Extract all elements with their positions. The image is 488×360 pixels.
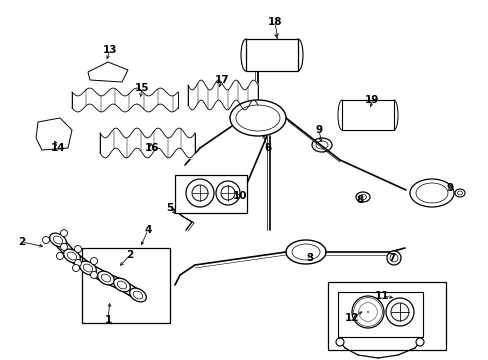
Ellipse shape [113, 278, 130, 292]
Ellipse shape [454, 189, 464, 197]
Circle shape [351, 296, 383, 328]
Ellipse shape [415, 183, 447, 203]
Circle shape [415, 338, 423, 346]
Ellipse shape [133, 291, 142, 299]
Ellipse shape [315, 141, 327, 149]
Circle shape [216, 181, 240, 205]
Circle shape [358, 303, 376, 321]
Text: 18: 18 [267, 17, 282, 27]
Text: 7: 7 [387, 253, 395, 263]
Ellipse shape [236, 105, 280, 131]
Text: 6: 6 [264, 143, 271, 153]
Ellipse shape [80, 261, 96, 275]
Polygon shape [36, 118, 72, 150]
Text: 8: 8 [356, 195, 363, 205]
Text: 9: 9 [315, 125, 322, 135]
Text: 15: 15 [135, 83, 149, 93]
Text: 9: 9 [446, 183, 453, 193]
Text: 13: 13 [102, 45, 117, 55]
Circle shape [353, 298, 382, 326]
Bar [245, 39, 297, 71]
Ellipse shape [53, 236, 62, 244]
Ellipse shape [291, 244, 319, 260]
Circle shape [353, 298, 382, 326]
Circle shape [42, 237, 49, 243]
Bar [175, 175, 246, 213]
Ellipse shape [409, 179, 453, 207]
Circle shape [192, 185, 207, 201]
Ellipse shape [50, 233, 66, 247]
Ellipse shape [389, 100, 397, 130]
Text: 12: 12 [344, 313, 359, 323]
Ellipse shape [98, 271, 114, 285]
Text: 1: 1 [104, 315, 111, 325]
Bar [82, 248, 170, 323]
Ellipse shape [355, 192, 369, 202]
Circle shape [221, 186, 235, 200]
Text: 19: 19 [364, 95, 378, 105]
Circle shape [90, 271, 97, 278]
Circle shape [335, 338, 343, 346]
Circle shape [61, 243, 67, 251]
Ellipse shape [457, 191, 462, 195]
Ellipse shape [229, 100, 285, 136]
Circle shape [389, 254, 397, 262]
Circle shape [358, 303, 376, 321]
Ellipse shape [129, 288, 146, 302]
Text: 5: 5 [166, 203, 173, 213]
Circle shape [61, 230, 67, 237]
Ellipse shape [311, 138, 331, 152]
Ellipse shape [63, 249, 80, 263]
Bar [337, 292, 422, 337]
Circle shape [366, 311, 368, 313]
Text: 3: 3 [306, 253, 313, 263]
Ellipse shape [101, 274, 110, 282]
Circle shape [90, 257, 97, 265]
Text: 2: 2 [126, 250, 133, 260]
Text: 2: 2 [19, 237, 25, 247]
Ellipse shape [67, 252, 77, 260]
Circle shape [74, 260, 81, 266]
Text: 11: 11 [374, 291, 388, 301]
Circle shape [57, 252, 63, 260]
Circle shape [385, 298, 413, 326]
Text: 14: 14 [51, 143, 65, 153]
Circle shape [390, 303, 408, 321]
Ellipse shape [337, 100, 346, 130]
Circle shape [72, 265, 80, 271]
Circle shape [386, 251, 400, 265]
Ellipse shape [83, 264, 93, 272]
Ellipse shape [285, 240, 325, 264]
Circle shape [185, 179, 214, 207]
Polygon shape [88, 62, 128, 82]
Ellipse shape [241, 39, 250, 71]
Bar [327, 282, 445, 350]
Text: 10: 10 [232, 191, 247, 201]
Circle shape [74, 246, 81, 253]
Circle shape [366, 311, 368, 313]
Ellipse shape [359, 194, 366, 199]
Bar [341, 100, 393, 130]
Circle shape [357, 302, 377, 322]
Ellipse shape [117, 281, 126, 289]
Ellipse shape [292, 39, 303, 71]
Text: 17: 17 [214, 75, 229, 85]
Text: 4: 4 [144, 225, 151, 235]
Text: 16: 16 [144, 143, 159, 153]
